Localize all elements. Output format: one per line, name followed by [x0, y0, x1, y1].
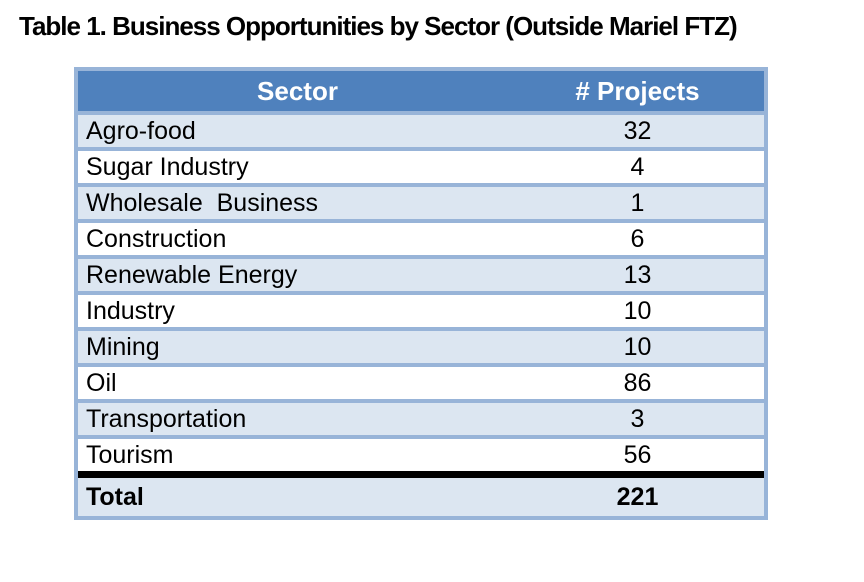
table-row: Renewable Energy 13	[78, 255, 764, 291]
sector-cell: Agro-food	[86, 116, 196, 145]
table-row: Agro-food 32	[78, 111, 764, 147]
header-projects: # Projects	[575, 75, 700, 106]
table-caption: Table 1. Business Opportunities by Secto…	[19, 11, 738, 41]
total-value: 221	[616, 482, 659, 511]
sector-cell: Transportation	[86, 404, 247, 433]
total-label: Total	[86, 482, 144, 511]
table-row: Sugar Industry 4	[78, 147, 764, 183]
table-row: Wholesale Business 1	[78, 183, 764, 219]
projects-cell: 1	[630, 188, 645, 217]
table-row: Transportation 3	[78, 399, 764, 435]
projects-cell: 4	[630, 152, 645, 181]
table-row: Oil 86	[78, 363, 764, 399]
data-table: Sector # Projects Agro-food 32 Sugar Ind…	[74, 67, 768, 520]
sector-cell: Sugar Industry	[86, 152, 249, 181]
projects-cell: 13	[623, 260, 652, 289]
table-row: Construction 6	[78, 219, 764, 255]
sector-cell: Industry	[86, 296, 175, 325]
projects-cell: 10	[623, 332, 652, 361]
projects-cell: 32	[623, 116, 652, 145]
total-separator	[78, 471, 764, 478]
projects-cell: 6	[630, 224, 645, 253]
projects-cell: 86	[623, 368, 652, 397]
table-header-row: Sector # Projects	[78, 71, 764, 111]
table-body: Agro-food 32 Sugar Industry 4 Wholesale …	[78, 111, 764, 471]
total-row: Total 221	[78, 478, 764, 516]
sector-cell: Mining	[86, 332, 160, 361]
table-row: Mining 10	[78, 327, 764, 363]
sector-cell: Tourism	[86, 440, 174, 469]
table-row: Industry 10	[78, 291, 764, 327]
projects-cell: 56	[623, 440, 652, 469]
sector-cell: Renewable Energy	[86, 260, 298, 289]
projects-cell: 10	[623, 296, 652, 325]
sector-cell: Oil	[86, 368, 117, 397]
table-row: Tourism 56	[78, 435, 764, 471]
sector-cell: Wholesale Business	[86, 188, 319, 217]
sector-cell: Construction	[86, 224, 227, 253]
header-sector: Sector	[257, 75, 338, 106]
projects-cell: 3	[630, 404, 645, 433]
